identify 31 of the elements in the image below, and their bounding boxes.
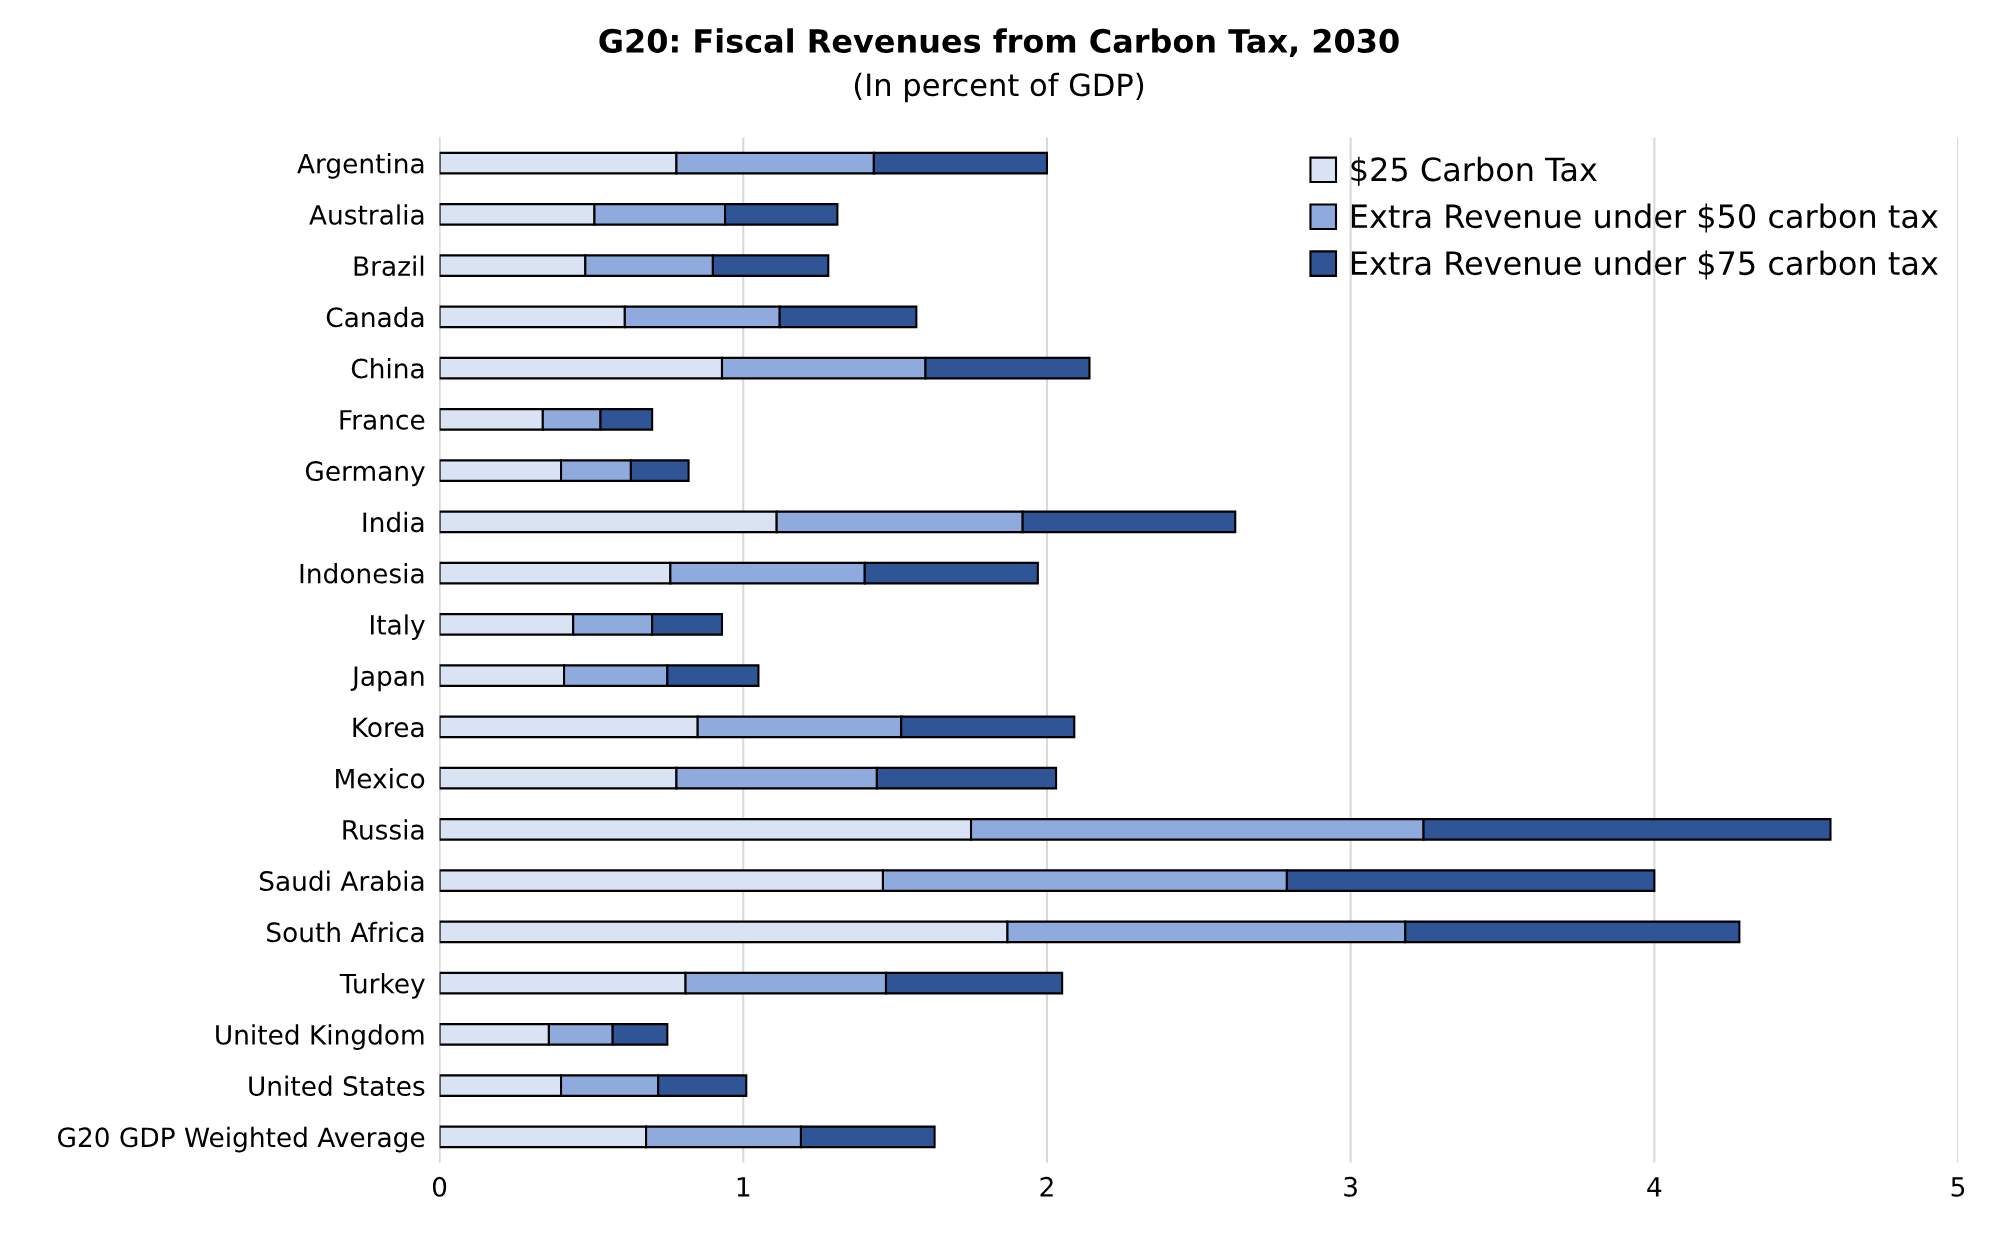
y-tick-label: Russia [343,819,424,840]
y-tick-label: France [340,410,425,430]
y-tick-label: Saudi Arabia [259,870,424,892]
legend-label: Extra Revenue under $75 carbon tax [1351,250,1938,280]
y-tick-label: Argentina [297,153,424,179]
legend-label: Extra Revenue under $50 carbon tax [1351,203,1938,233]
legend-label: $25 Carbon Tax [1351,156,1597,186]
y-tick-label: Mexico [336,768,425,789]
y-tick-label: Italy [371,614,425,640]
chart-title: G20: Fiscal Revenues from Carbon Tax, 2030 [599,28,1399,58]
y-tick-label: G20 GDP Weighted Average [58,1126,425,1153]
x-tick-label: 0 [432,1176,447,1197]
y-tick-label: Canada [326,306,424,328]
chart-subtitle: (In percent of GDP) [854,72,1144,103]
y-tick-label: Germany [305,461,425,487]
y-tick-label: Indonesia [300,563,424,584]
x-tick-label: 2 [1040,1176,1053,1197]
y-tick-label: Australia [309,204,424,225]
y-tick-label: India [363,511,424,533]
y-tick-label: Korea [353,717,424,738]
y-tick-label: Brazil [354,255,424,277]
y-tick-label: China [351,358,424,379]
y-tick-label: South Africa [267,921,424,943]
x-tick-label: 3 [1344,1176,1357,1197]
x-tick-label: 4 [1647,1177,1662,1197]
y-tick-label: Japan [350,666,424,692]
x-tick-label: 5 [1951,1177,1965,1197]
y-tick-label: United Kingdom [216,1024,424,1050]
y-tick-label: United States [249,1075,425,1097]
x-tick-label: 1 [737,1177,750,1197]
y-tick-label: Turkey [339,973,425,999]
